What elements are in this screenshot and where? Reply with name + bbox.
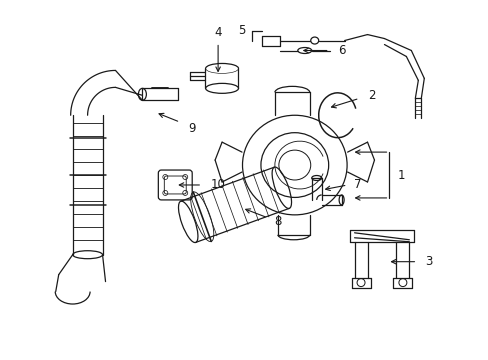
Text: 5: 5 bbox=[238, 24, 245, 37]
Text: 8: 8 bbox=[274, 215, 281, 228]
Text: 1: 1 bbox=[397, 168, 405, 181]
Text: 6: 6 bbox=[337, 44, 345, 57]
Text: 9: 9 bbox=[188, 122, 196, 135]
Text: 2: 2 bbox=[367, 89, 374, 102]
Text: 4: 4 bbox=[214, 26, 222, 39]
Text: 7: 7 bbox=[353, 179, 361, 192]
Text: 10: 10 bbox=[210, 179, 225, 192]
Text: 3: 3 bbox=[425, 255, 432, 268]
